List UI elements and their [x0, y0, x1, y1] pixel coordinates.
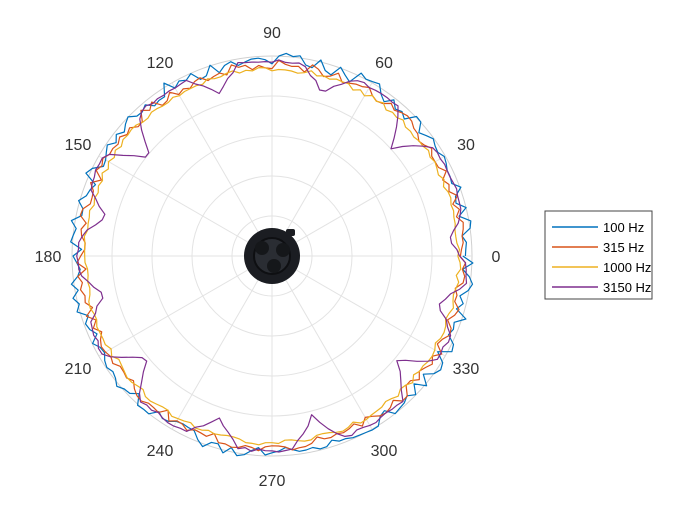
angle-tick-label: 0: [492, 249, 501, 266]
angle-tick-label: 180: [35, 249, 62, 266]
legend-label: 100 Hz: [603, 220, 644, 235]
angle-tick-label: 300: [371, 443, 398, 460]
angle-tick-label: 270: [259, 473, 286, 490]
angle-tick-label: 240: [147, 443, 174, 460]
angle-tick-label: 210: [65, 361, 92, 378]
series-line-4: [76, 59, 468, 453]
angle-tick-label: 90: [263, 25, 281, 42]
series-line-1: [70, 52, 474, 457]
angle-tick-label: 60: [375, 55, 393, 72]
grid-spoke: [271, 255, 446, 357]
grid-spoke: [98, 155, 273, 257]
legend-label: 1000 Hz: [603, 260, 651, 275]
microphone-array-icon: [244, 228, 300, 284]
angle-tick-labels: 0 30 60 90 120 150 180 210 240 270 300 330: [35, 25, 501, 490]
legend-box: [544, 210, 653, 300]
grid-spoke: [98, 255, 273, 357]
angle-tick-label: 150: [65, 137, 92, 154]
series-line-3: [83, 66, 462, 446]
grid-spoke: [271, 255, 373, 430]
grid-spoke: [271, 82, 373, 257]
angle-tick-label: 30: [457, 137, 475, 154]
angle-tick-label: 330: [453, 361, 480, 378]
polar-grid: [71, 55, 473, 457]
grid-spoke: [271, 155, 446, 257]
series-lines: [70, 52, 474, 457]
legend-label: 315 Hz: [603, 240, 644, 255]
legend-label: 3150 Hz: [603, 280, 651, 295]
grid-spoke: [171, 82, 273, 257]
legend: 100 Hz 315 Hz 1000 Hz 3150 Hz: [544, 210, 653, 300]
grid-spoke: [171, 255, 273, 430]
angle-tick-label: 120: [147, 55, 174, 72]
